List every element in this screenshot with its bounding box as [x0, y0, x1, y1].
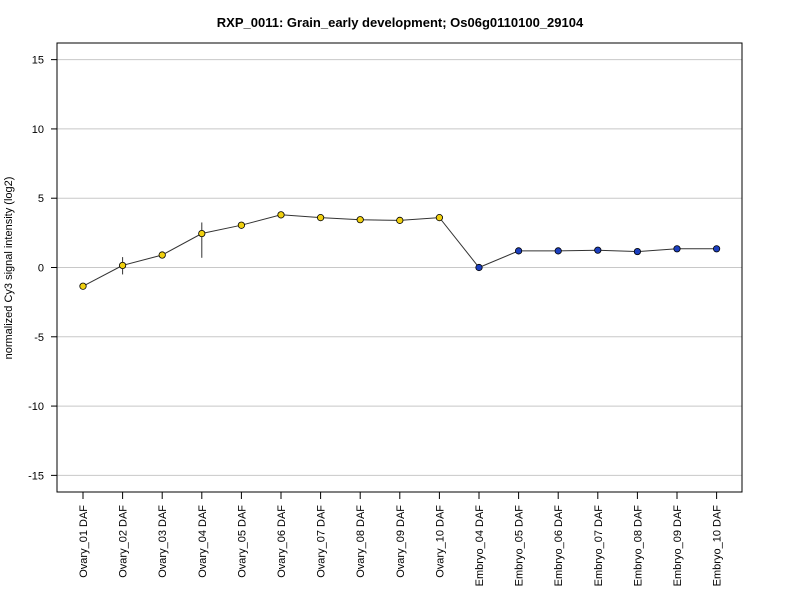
data-point: [673, 245, 681, 253]
y-tick-label: 10: [32, 124, 44, 136]
data-point: [198, 229, 206, 238]
y-axis-label: normalized Cy3 signal intensity (log2): [3, 177, 15, 360]
plot-frame: [56, 42, 743, 493]
x-tick-label: Embryo_04 DAF: [474, 505, 486, 587]
x-tick-label: Embryo_09 DAF: [672, 505, 684, 587]
y-tick-label: 15: [32, 55, 44, 67]
data-point: [79, 282, 87, 290]
data-point: [712, 245, 721, 253]
data-point: [633, 247, 642, 256]
chart-title: RXP_0011: Grain_early development; Os06g…: [217, 15, 584, 30]
x-tick-label: Embryo_10 DAF: [712, 505, 724, 587]
data-point: [119, 261, 127, 270]
data-point: [356, 216, 364, 224]
data-point: [514, 247, 523, 255]
x-tick-label: Ovary_03 DAF: [157, 505, 169, 578]
y-tick-label: 0: [38, 263, 44, 275]
grid-layer: [57, 59, 742, 476]
x-tick-label: Ovary_04 DAF: [197, 505, 209, 578]
data-point: [396, 216, 404, 224]
x-tick-label: Ovary_10 DAF: [434, 505, 446, 578]
x-tick-label: Ovary_01 DAF: [78, 505, 90, 578]
x-axis: Ovary_01 DAF Ovary_02 DAF Ovary_03 DAF Ovar…: [78, 492, 724, 586]
series-layer: [79, 211, 721, 290]
x-tick-label: Ovary_05 DAF: [236, 505, 248, 578]
x-tick-label: Embryo_07 DAF: [593, 505, 605, 587]
x-tick-label: Ovary_07 DAF: [316, 505, 328, 578]
y-axis: 15 10 5 0 -5 -10 -15: [28, 55, 57, 482]
y-tick-label: -10: [28, 401, 44, 413]
data-point: [435, 214, 443, 222]
x-tick-label: Ovary_09 DAF: [395, 505, 407, 578]
data-point: [554, 247, 562, 255]
y-tick-label: -5: [34, 332, 44, 344]
data-point: [277, 211, 285, 219]
series-line: [82, 214, 717, 287]
data-point: [237, 221, 245, 229]
data-point: [594, 246, 602, 254]
data-point: [475, 263, 483, 272]
y-tick-label: 5: [38, 193, 44, 205]
x-tick-label: Ovary_06 DAF: [276, 505, 288, 578]
y-tick-label: -15: [28, 470, 44, 482]
x-tick-label: Ovary_02 DAF: [118, 505, 130, 578]
x-tick-label: Embryo_05 DAF: [514, 505, 526, 587]
data-point: [158, 251, 166, 259]
x-tick-label: Embryo_06 DAF: [553, 505, 565, 587]
x-tick-label: Embryo_08 DAF: [632, 505, 644, 587]
data-point: [316, 214, 325, 222]
x-tick-label: Ovary_08 DAF: [355, 505, 367, 578]
